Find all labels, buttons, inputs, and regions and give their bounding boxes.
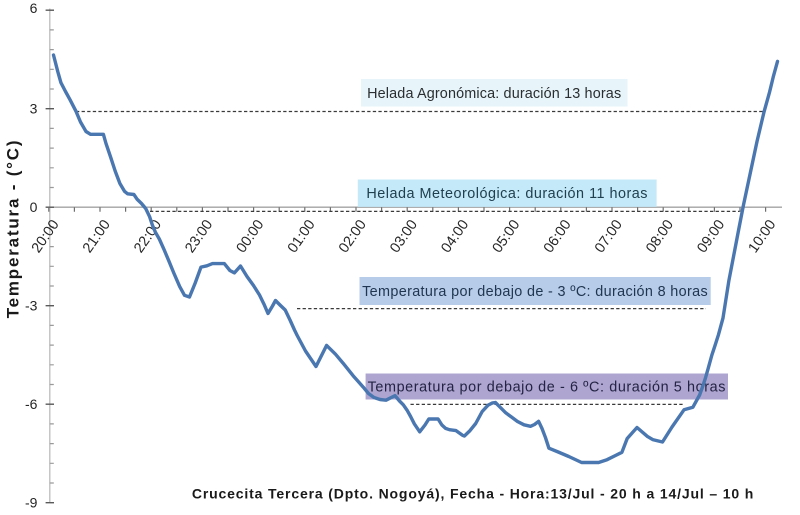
svg-text:0: 0 xyxy=(30,199,38,215)
svg-text:Helada Agronómica: duración 13: Helada Agronómica: duración 13 horas xyxy=(367,86,621,102)
svg-text:3: 3 xyxy=(30,101,38,117)
svg-text:Temperatura - (°C): Temperatura - (°C) xyxy=(3,139,22,319)
svg-text:Helada Meteorológica: duración: Helada Meteorológica: duración 11 horas xyxy=(366,186,648,202)
svg-text:-6: -6 xyxy=(25,396,38,412)
svg-text:-9: -9 xyxy=(25,495,38,511)
svg-text:Temperatura por debajo de - 3: Temperatura por debajo de - 3 ºC: duraci… xyxy=(362,284,708,300)
svg-text:Temperatura por debajo de - 6: Temperatura por debajo de - 6 ºC: duraci… xyxy=(368,380,726,396)
svg-text:Crucecita Tercera (Dpto. Nogoy: Crucecita Tercera (Dpto. Nogoyá), Fecha … xyxy=(192,486,754,502)
svg-text:-3: -3 xyxy=(25,298,38,314)
svg-text:6: 6 xyxy=(30,0,38,16)
